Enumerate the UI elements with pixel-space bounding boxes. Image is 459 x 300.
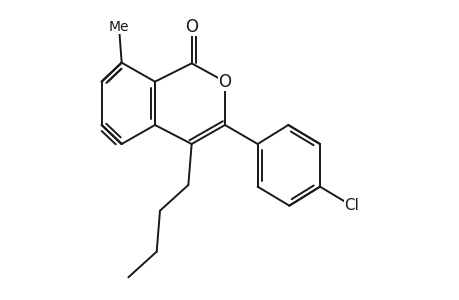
- Text: Cl: Cl: [343, 198, 358, 213]
- Text: O: O: [218, 73, 231, 91]
- Text: O: O: [185, 18, 198, 36]
- Text: Me: Me: [108, 20, 129, 34]
